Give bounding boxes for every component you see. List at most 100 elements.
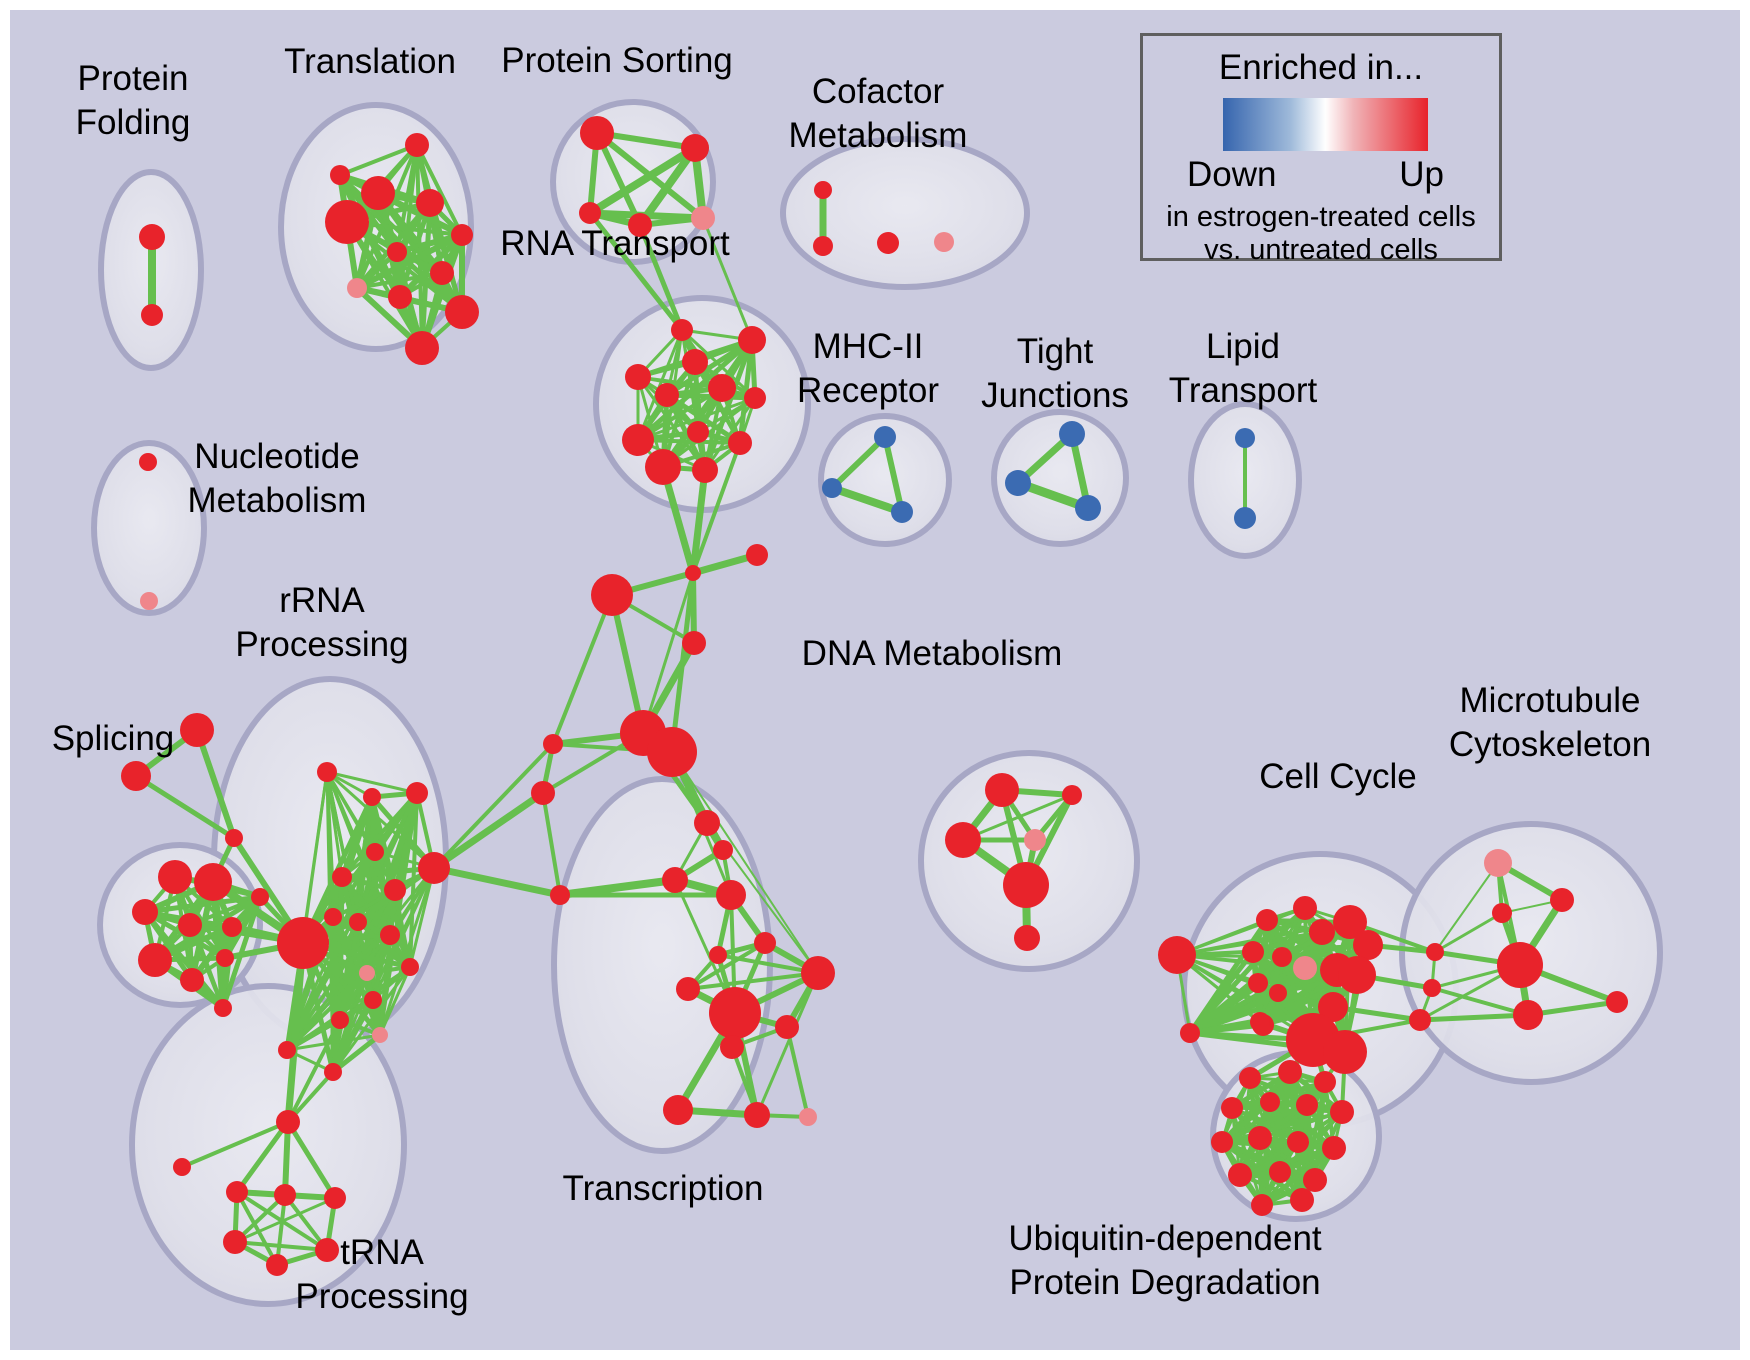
network-node [225, 829, 243, 847]
network-node [801, 956, 835, 990]
network-node [418, 852, 450, 884]
cluster-ellipse-transcription [551, 776, 773, 1154]
network-node [709, 946, 727, 964]
cluster-label-mhc-ii-receptor: MHC-II [813, 327, 924, 366]
network-node [628, 213, 652, 237]
network-node [934, 232, 954, 252]
network-edge [1430, 986, 1530, 1017]
network-node [1005, 470, 1031, 496]
cluster-label-rrna-processing: Processing [235, 625, 408, 664]
network-node [1180, 1023, 1200, 1043]
network-node [1234, 507, 1256, 529]
network-node [687, 421, 709, 443]
network-node [655, 383, 679, 407]
network-node [682, 349, 708, 375]
network-edge [235, 1190, 279, 1267]
network-edge [285, 888, 397, 1052]
legend-title: Enriched in... [1218, 48, 1424, 87]
cluster-label-trna-processing: tRNA [340, 1233, 424, 1272]
network-node [775, 1015, 799, 1039]
network-node [384, 879, 406, 901]
network-edge [641, 571, 695, 735]
network-node [663, 1095, 693, 1125]
network-node [405, 133, 429, 157]
network-edge [234, 1119, 291, 1195]
network-node [361, 176, 395, 210]
network-edge [636, 438, 742, 445]
legend-gradient-bar [1223, 98, 1428, 151]
network-node [315, 1238, 339, 1262]
legend-note-line2: vs. untreated cells [1204, 234, 1438, 266]
network-node [720, 1035, 744, 1059]
network-node [591, 574, 633, 616]
network-node [685, 565, 701, 581]
network-node [141, 304, 163, 326]
network-node [1269, 1161, 1291, 1183]
network-node [1287, 1131, 1309, 1153]
network-node [330, 165, 350, 185]
network-edge [636, 375, 707, 472]
network-edge [1187, 949, 1256, 1036]
network-node [1260, 1092, 1280, 1112]
network-node [813, 236, 833, 256]
network-node [580, 116, 614, 150]
network-node [1338, 956, 1376, 994]
network-node [416, 189, 444, 217]
network-node [891, 501, 913, 523]
network-edge [609, 592, 646, 736]
cluster-label-ubiquitin-degradation: Protein Degradation [1009, 1263, 1320, 1302]
cluster-ellipse-nucleotide-metabolism [91, 440, 207, 616]
network-node [1296, 1094, 1318, 1116]
cluster-label-protein-sorting: Protein Sorting [501, 41, 733, 80]
network-node [691, 206, 715, 230]
network-node [874, 426, 896, 448]
cluster-label-mhc-ii-receptor: Receptor [797, 371, 939, 410]
network-node [1513, 1000, 1543, 1030]
cluster-label-microtubule-cytoskeleton: Microtubule [1460, 681, 1641, 720]
cluster-label-protein-folding: Protein [78, 59, 189, 98]
network-edge [1258, 1110, 1344, 1140]
network-node [1211, 1131, 1233, 1153]
network-edge [285, 971, 369, 1052]
cluster-label-rrna-processing: rRNA [279, 581, 365, 620]
cluster-label-lipid-transport: Lipid [1206, 327, 1280, 366]
network-node [140, 592, 158, 610]
network-node [1314, 1071, 1336, 1093]
network-edge [339, 874, 413, 970]
cluster-label-protein-folding: Folding [76, 103, 191, 142]
network-node [276, 1110, 300, 1134]
network-edge [337, 172, 465, 238]
network-edge [133, 773, 237, 841]
network-edge [691, 441, 742, 575]
network-edge [785, 1025, 810, 1119]
network-node [676, 977, 700, 1001]
network-node [222, 917, 242, 937]
network-node [1235, 428, 1255, 448]
network-edge [330, 997, 376, 1075]
network-node [178, 913, 202, 937]
cluster-label-cell-cycle: Cell Cycle [1259, 757, 1417, 796]
network-node [716, 880, 746, 910]
network-node [1242, 941, 1264, 963]
network-edge [541, 791, 562, 897]
cluster-label-rna-transport: RNA Transport [500, 224, 730, 263]
cluster-label-cofactor-metabolism: Metabolism [789, 116, 968, 155]
network-edge [285, 1119, 338, 1201]
network-node [1228, 1163, 1252, 1187]
network-edge [551, 593, 614, 746]
cluster-label-microtubule-cytoskeleton: Cytoskeleton [1449, 725, 1651, 764]
network-node [1221, 1097, 1243, 1119]
network-edge [659, 463, 697, 577]
network-node [1062, 785, 1082, 805]
network-node [622, 424, 654, 456]
network-node [406, 782, 428, 804]
network-node [317, 762, 337, 782]
network-edge [330, 914, 383, 1038]
network-node [363, 788, 381, 806]
network-node [331, 1011, 349, 1029]
network-node [139, 224, 165, 250]
network-node [671, 319, 693, 341]
network-node [388, 285, 412, 309]
network-node [216, 949, 234, 967]
network-edge [669, 467, 708, 755]
